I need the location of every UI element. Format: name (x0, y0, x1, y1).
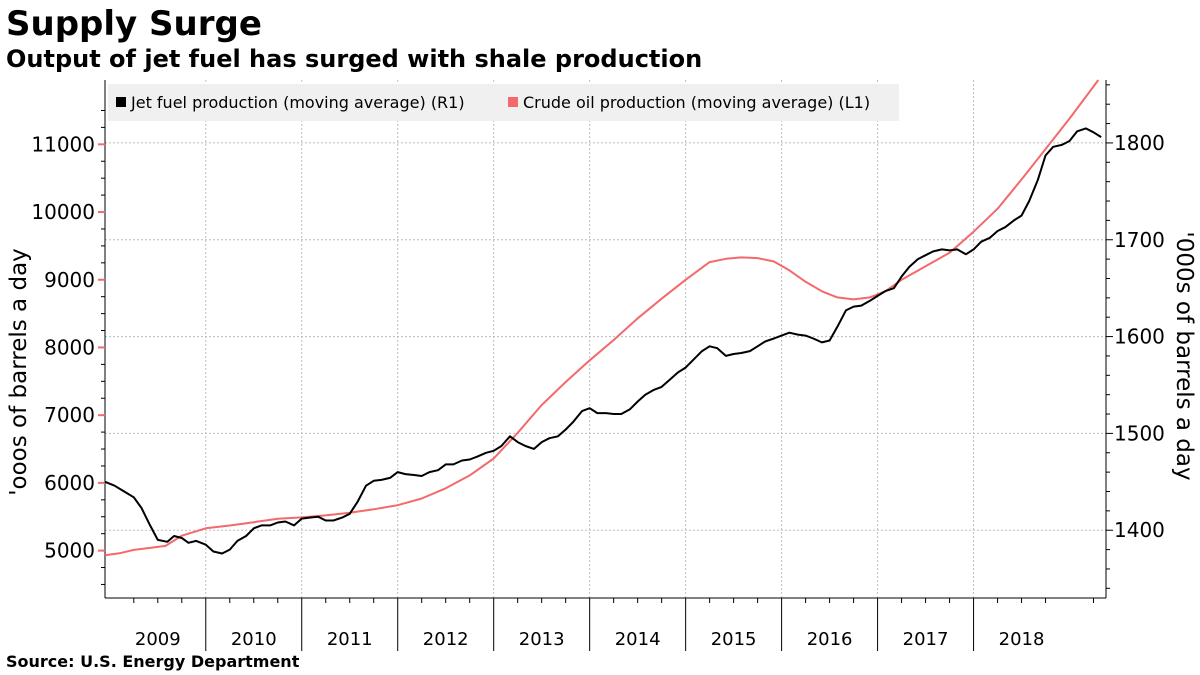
chart-title: Supply Surge (6, 4, 262, 44)
series-lines (104, 79, 1102, 557)
x-tick-label: 2018 (999, 629, 1045, 650)
left-axis-label: 'ooos of barrels a day (6, 248, 32, 496)
x-tick-label: 2013 (519, 629, 565, 650)
legend-label-jet: Jet fuel production (moving average) (R1… (130, 93, 465, 112)
crude-oil-line (104, 79, 1100, 557)
x-tick-label: 2015 (711, 629, 757, 650)
x-tick-label: 2010 (231, 629, 277, 650)
legend-swatch-crude (508, 97, 518, 107)
right-tick-label: 1600 (1114, 325, 1165, 349)
x-tick-label: 2016 (807, 629, 853, 650)
x-tick-label: 2012 (423, 629, 469, 650)
chart-subtitle: Output of jet fuel has surged with shale… (6, 45, 703, 73)
left-tick-label: 8000 (44, 335, 95, 359)
right-tick-label: 1700 (1114, 228, 1165, 252)
x-tick-label: 2014 (615, 629, 661, 650)
left-tick-label: 10000 (31, 200, 95, 224)
axes: 2009 2010 2011 2012 2013 2014 2015 2016 2017 2018… (31, 80, 1165, 651)
x-tick-label: 2009 (135, 629, 181, 650)
legend-background (108, 84, 899, 121)
legend-swatch-jet (116, 97, 126, 107)
right-tick-label: 1400 (1114, 518, 1165, 542)
right-tick-label: 1800 (1114, 131, 1165, 155)
left-tick-label: 9000 (44, 268, 95, 292)
gridlines (105, 80, 1106, 598)
legend-label-crude: Crude oil production (moving average) (L… (523, 93, 870, 112)
left-tick-label: 11000 (31, 132, 95, 156)
legend: Jet fuel production (moving average) (R1… (108, 84, 899, 121)
left-tick-label: 5000 (44, 539, 95, 563)
right-tick-label: 1500 (1114, 421, 1165, 445)
right-axis-label: '000s of barrels a day (1171, 231, 1197, 480)
x-tick-label: 2011 (327, 629, 373, 650)
source-note: Source: U.S. Energy Department (6, 652, 300, 671)
jet-fuel-line (104, 127, 1102, 555)
left-tick-label: 6000 (44, 471, 95, 495)
left-tick-label: 7000 (44, 403, 95, 427)
x-tick-label: 2017 (903, 629, 949, 650)
